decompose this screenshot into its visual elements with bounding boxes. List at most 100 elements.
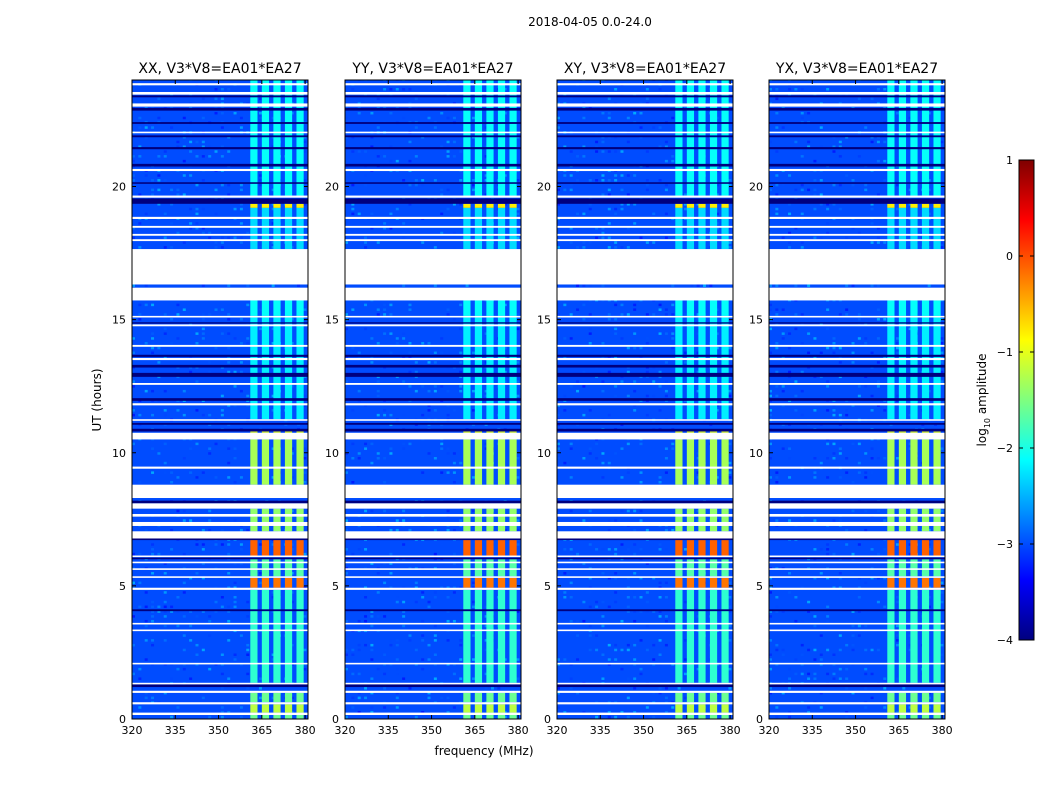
noise-speck bbox=[588, 284, 592, 287]
noise-speck bbox=[176, 231, 180, 235]
noise-speck bbox=[788, 361, 792, 364]
rfi-cell bbox=[284, 692, 293, 703]
noise-speck bbox=[800, 322, 804, 326]
noise-speck bbox=[908, 394, 912, 398]
noise-speck bbox=[395, 639, 399, 642]
rfi-cell bbox=[486, 704, 494, 713]
noise-speck bbox=[794, 394, 798, 398]
noise-speck bbox=[132, 337, 135, 340]
rfi-cell bbox=[898, 540, 907, 556]
noise-speck bbox=[227, 183, 231, 187]
noise-speck bbox=[351, 442, 355, 446]
noise-speck bbox=[258, 639, 262, 642]
flagged-row bbox=[345, 357, 521, 361]
noise-speck bbox=[807, 111, 811, 115]
rfi-cell bbox=[675, 80, 683, 196]
noise-speck bbox=[440, 231, 444, 235]
noise-speck bbox=[446, 413, 450, 417]
noise-speck bbox=[845, 677, 849, 680]
noise-speck bbox=[201, 413, 205, 417]
noise-speck bbox=[563, 337, 567, 340]
rfi-cell bbox=[709, 589, 718, 683]
noise-speck bbox=[459, 643, 463, 647]
noise-speck bbox=[370, 145, 374, 148]
rfi-cell bbox=[686, 431, 695, 433]
noise-speck bbox=[290, 572, 294, 575]
rfi-cell bbox=[261, 692, 270, 703]
noise-speck bbox=[645, 591, 649, 594]
flagged-row bbox=[345, 324, 521, 327]
noise-speck bbox=[151, 572, 155, 575]
noise-speck bbox=[246, 394, 250, 398]
noise-speck bbox=[402, 116, 406, 120]
noise-speck bbox=[576, 179, 580, 182]
noise-speck bbox=[290, 591, 294, 594]
x-tick-label: 335 bbox=[802, 724, 823, 737]
noise-speck bbox=[769, 409, 772, 412]
noise-speck bbox=[940, 691, 944, 695]
noise-speck bbox=[189, 639, 193, 642]
noise-speck bbox=[201, 318, 205, 321]
rfi-cell bbox=[474, 508, 483, 532]
noise-speck bbox=[427, 605, 431, 609]
noise-speck bbox=[870, 457, 874, 460]
noise-speck bbox=[484, 586, 488, 589]
noise-speck bbox=[471, 509, 475, 513]
noise-speck bbox=[290, 543, 294, 546]
noise-speck bbox=[845, 457, 849, 460]
noise-speck bbox=[446, 313, 450, 316]
flagged-row bbox=[132, 568, 308, 570]
noise-speck bbox=[351, 480, 355, 484]
noise-speck bbox=[227, 677, 231, 680]
noise-speck bbox=[246, 687, 250, 690]
noise-speck bbox=[271, 409, 275, 412]
noise-speck bbox=[364, 246, 368, 249]
noise-speck bbox=[195, 222, 199, 225]
noise-speck bbox=[658, 543, 662, 546]
noise-speck bbox=[176, 509, 180, 513]
noise-speck bbox=[433, 653, 437, 657]
noise-speck bbox=[503, 711, 507, 714]
noise-speck bbox=[246, 337, 250, 340]
noise-speck bbox=[290, 341, 294, 345]
noise-speck bbox=[800, 87, 804, 91]
noise-speck bbox=[351, 658, 355, 661]
flagged-row bbox=[769, 503, 945, 509]
flagged-row bbox=[132, 702, 308, 705]
noise-speck bbox=[182, 174, 186, 177]
noise-speck bbox=[652, 691, 656, 695]
noise-speck bbox=[601, 615, 605, 618]
noise-speck bbox=[557, 457, 560, 460]
noise-speck bbox=[227, 361, 231, 364]
noise-speck bbox=[658, 691, 662, 695]
noise-speck bbox=[357, 696, 361, 700]
noise-speck bbox=[471, 380, 475, 383]
rfi-cell bbox=[887, 317, 895, 420]
noise-speck bbox=[895, 562, 899, 565]
noise-speck bbox=[927, 111, 931, 115]
noise-speck bbox=[658, 653, 662, 657]
noise-speck bbox=[664, 313, 668, 316]
noise-speck bbox=[658, 303, 662, 307]
noise-speck bbox=[484, 361, 488, 364]
noise-speck bbox=[927, 246, 931, 249]
noise-speck bbox=[357, 111, 361, 115]
noise-speck bbox=[769, 394, 772, 398]
noise-speck bbox=[271, 476, 275, 479]
noise-speck bbox=[715, 404, 719, 407]
rfi-band bbox=[675, 80, 729, 719]
noise-speck bbox=[876, 706, 880, 709]
noise-speck bbox=[813, 476, 817, 479]
noise-speck bbox=[832, 404, 836, 407]
noise-speck bbox=[851, 610, 855, 613]
rfi-cell bbox=[675, 439, 683, 485]
noise-speck bbox=[208, 509, 212, 513]
rfi-cell bbox=[474, 715, 483, 719]
noise-speck bbox=[728, 461, 732, 465]
noise-speck bbox=[452, 619, 456, 623]
noise-speck bbox=[176, 183, 180, 187]
x-tick-label: 350 bbox=[208, 724, 229, 737]
noise-speck bbox=[775, 715, 779, 719]
noise-speck bbox=[201, 543, 205, 546]
noise-speck bbox=[769, 610, 772, 613]
